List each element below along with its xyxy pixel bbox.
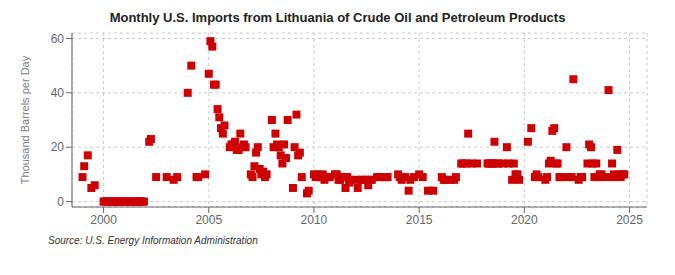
svg-text:60: 60 [51, 32, 65, 46]
svg-text:2010: 2010 [301, 213, 328, 227]
svg-text:40: 40 [51, 86, 65, 100]
svg-text:2000: 2000 [90, 213, 117, 227]
svg-text:20: 20 [51, 140, 65, 154]
svg-text:2005: 2005 [195, 213, 222, 227]
svg-text:2020: 2020 [511, 213, 538, 227]
svg-text:2015: 2015 [406, 213, 433, 227]
html-text:Monthly U.S. Imports from Lith: Monthly U.S. Imports from Lithuania of C… [109, 10, 566, 25]
svg-text:Thousand Barrels per Day: Thousand Barrels per Day [19, 55, 31, 184]
svg-text:2025: 2025 [616, 213, 643, 227]
html-text:Source: U.S. Energy Informatio: Source: U.S. Energy Information Administ… [48, 235, 258, 246]
svg-text:0: 0 [57, 195, 64, 209]
